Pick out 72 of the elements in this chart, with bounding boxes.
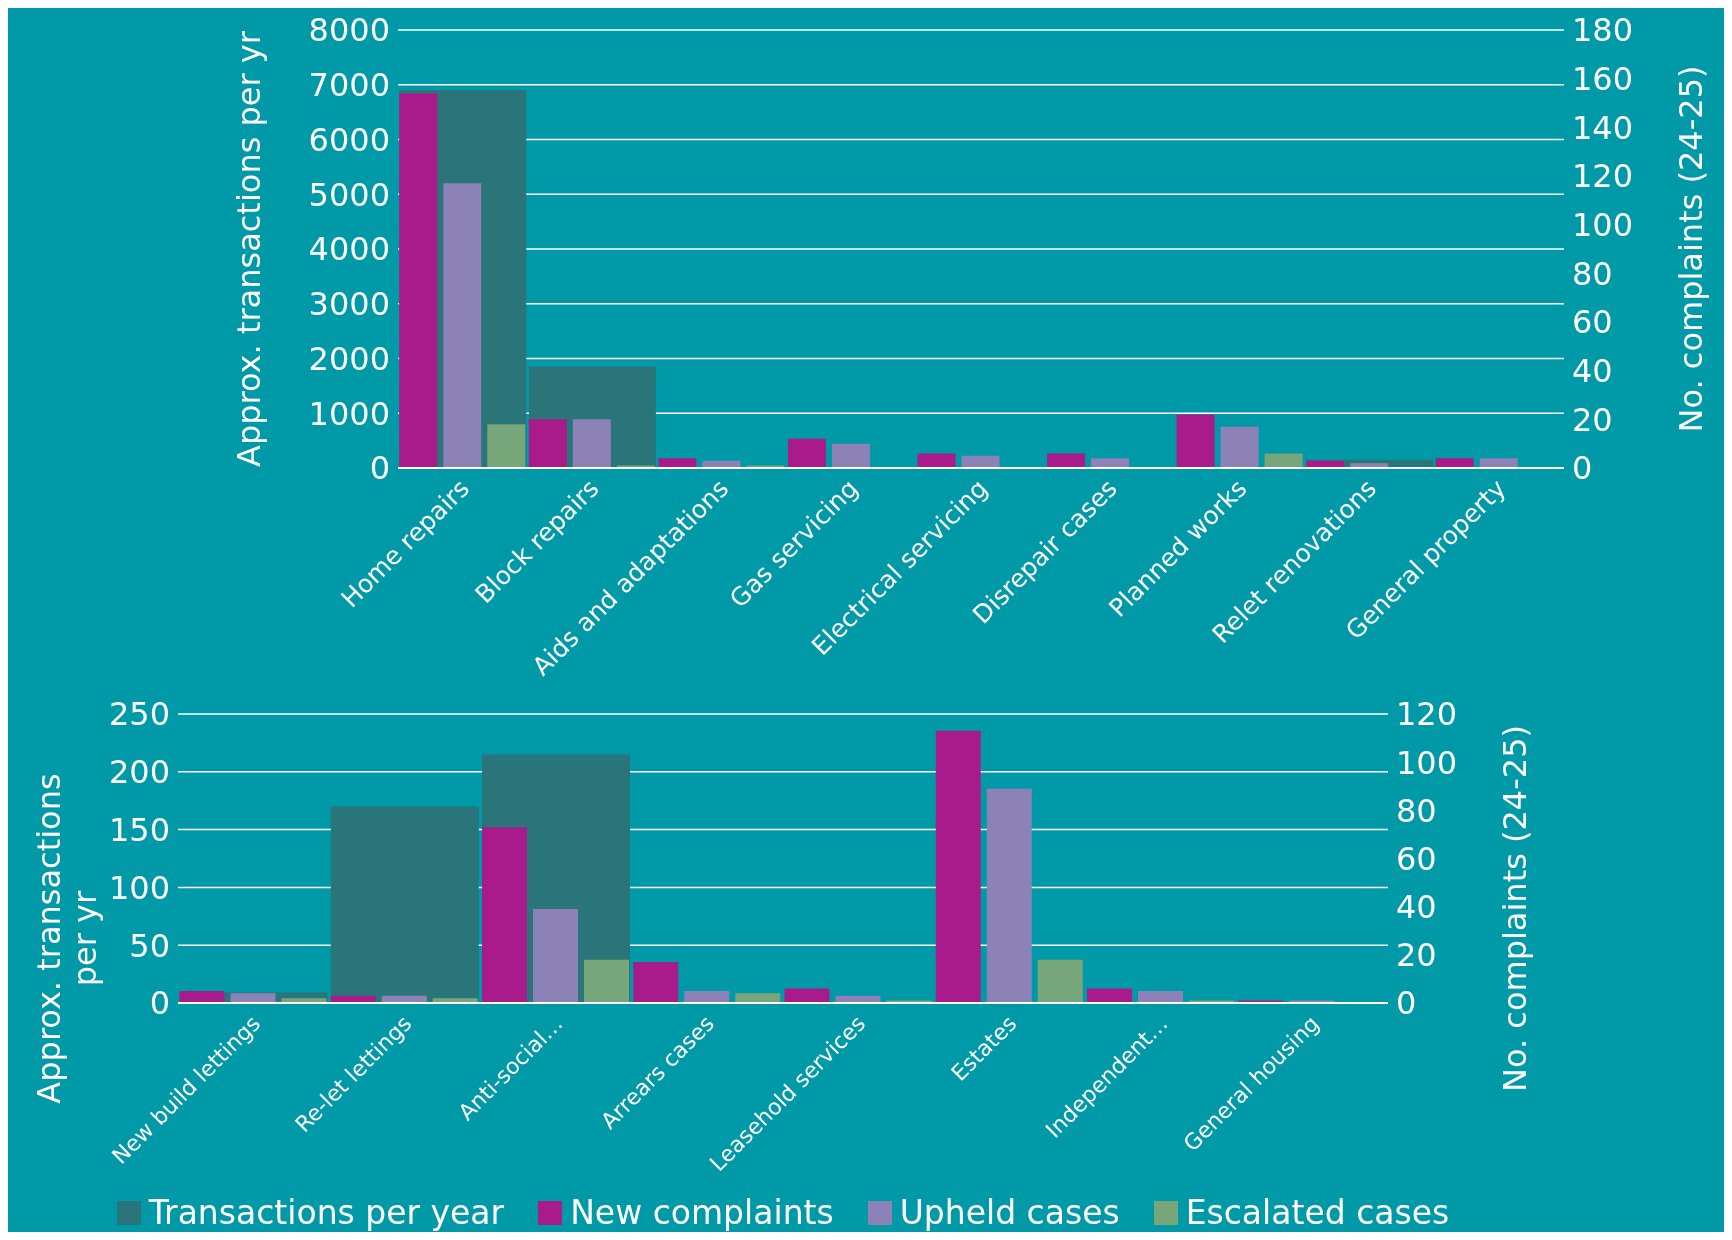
y2-tick-label: 40 <box>1396 888 1437 927</box>
bar <box>658 458 697 468</box>
bar <box>572 419 611 468</box>
y2-tick-label: 0 <box>1396 984 1417 1023</box>
y2-tick-label: 100 <box>1572 206 1634 245</box>
y2-tick-label: 100 <box>1396 743 1458 782</box>
y2-tick-label: 20 <box>1572 400 1613 439</box>
bar <box>584 959 630 1003</box>
bar <box>487 424 526 468</box>
y2-tick-label: 80 <box>1572 254 1613 293</box>
y-tick-label: 0 <box>369 449 390 488</box>
bar <box>1220 426 1259 468</box>
y2-tick-label: 20 <box>1396 936 1437 975</box>
y-tick-label: 8000 <box>308 11 390 50</box>
bar <box>1047 453 1086 468</box>
bar <box>330 806 479 1003</box>
bar <box>735 993 781 1003</box>
bar <box>935 730 981 1003</box>
legend-label: New complaints <box>570 1193 834 1232</box>
bar <box>1479 458 1518 468</box>
y2-tick-label: 180 <box>1572 11 1634 50</box>
bar <box>831 443 870 468</box>
y2-tick-label: 120 <box>1396 695 1458 734</box>
y-tick-label: 1000 <box>308 394 390 433</box>
y2-tick-label: 80 <box>1396 791 1437 830</box>
bar <box>482 827 528 1003</box>
bar <box>533 909 579 1003</box>
y-tick-label: 200 <box>108 753 170 792</box>
y-tick-label: 3000 <box>308 285 390 324</box>
y-axis-title: Approx. transactions per yr <box>229 30 268 467</box>
bar <box>1138 990 1184 1003</box>
bar <box>230 993 276 1003</box>
bar <box>1087 988 1133 1003</box>
bar <box>986 788 1032 1003</box>
y2-tick-label: 160 <box>1572 60 1634 99</box>
bar <box>917 453 956 468</box>
bar <box>787 438 826 468</box>
y-tick-label: 0 <box>149 984 170 1023</box>
y-tick-label: 5000 <box>308 175 390 214</box>
y2-axis-title: No. complaints (24-25) <box>1671 65 1710 433</box>
y2-tick-label: 60 <box>1572 303 1613 342</box>
y2-axis-title: No. complaints (24-25) <box>1495 725 1534 1092</box>
bar <box>528 419 567 468</box>
bar <box>633 962 679 1003</box>
y-tick-label: 7000 <box>308 66 390 105</box>
bar <box>784 988 830 1003</box>
y-tick-label: 50 <box>129 926 170 965</box>
y-tick-label: 2000 <box>308 339 390 378</box>
y-axis-title: Approx. transactions per yr <box>29 773 105 1104</box>
y2-tick-label: 140 <box>1572 108 1634 147</box>
legend-label: Transactions per year <box>148 1193 505 1232</box>
y-tick-label: 150 <box>108 810 170 849</box>
legend-label: Upheld cases <box>899 1193 1120 1232</box>
y2-tick-label: 0 <box>1572 449 1593 488</box>
bar <box>961 455 1000 468</box>
bar <box>399 93 438 468</box>
y-tick-label: 250 <box>108 695 170 734</box>
bar <box>179 990 225 1003</box>
bar <box>684 990 730 1003</box>
y2-tick-label: 60 <box>1396 839 1437 878</box>
y-tick-label: 4000 <box>308 230 390 269</box>
bar <box>1091 458 1130 468</box>
bar <box>1264 453 1303 468</box>
y-tick-label: 6000 <box>308 120 390 159</box>
y2-tick-label: 40 <box>1572 352 1613 391</box>
bar <box>443 183 482 468</box>
bar <box>1176 414 1215 468</box>
y2-tick-label: 120 <box>1572 157 1634 196</box>
bar <box>1037 959 1083 1003</box>
legend-label: Escalated cases <box>1185 1193 1450 1232</box>
bar <box>1435 458 1474 468</box>
y-tick-label: 100 <box>108 868 170 907</box>
